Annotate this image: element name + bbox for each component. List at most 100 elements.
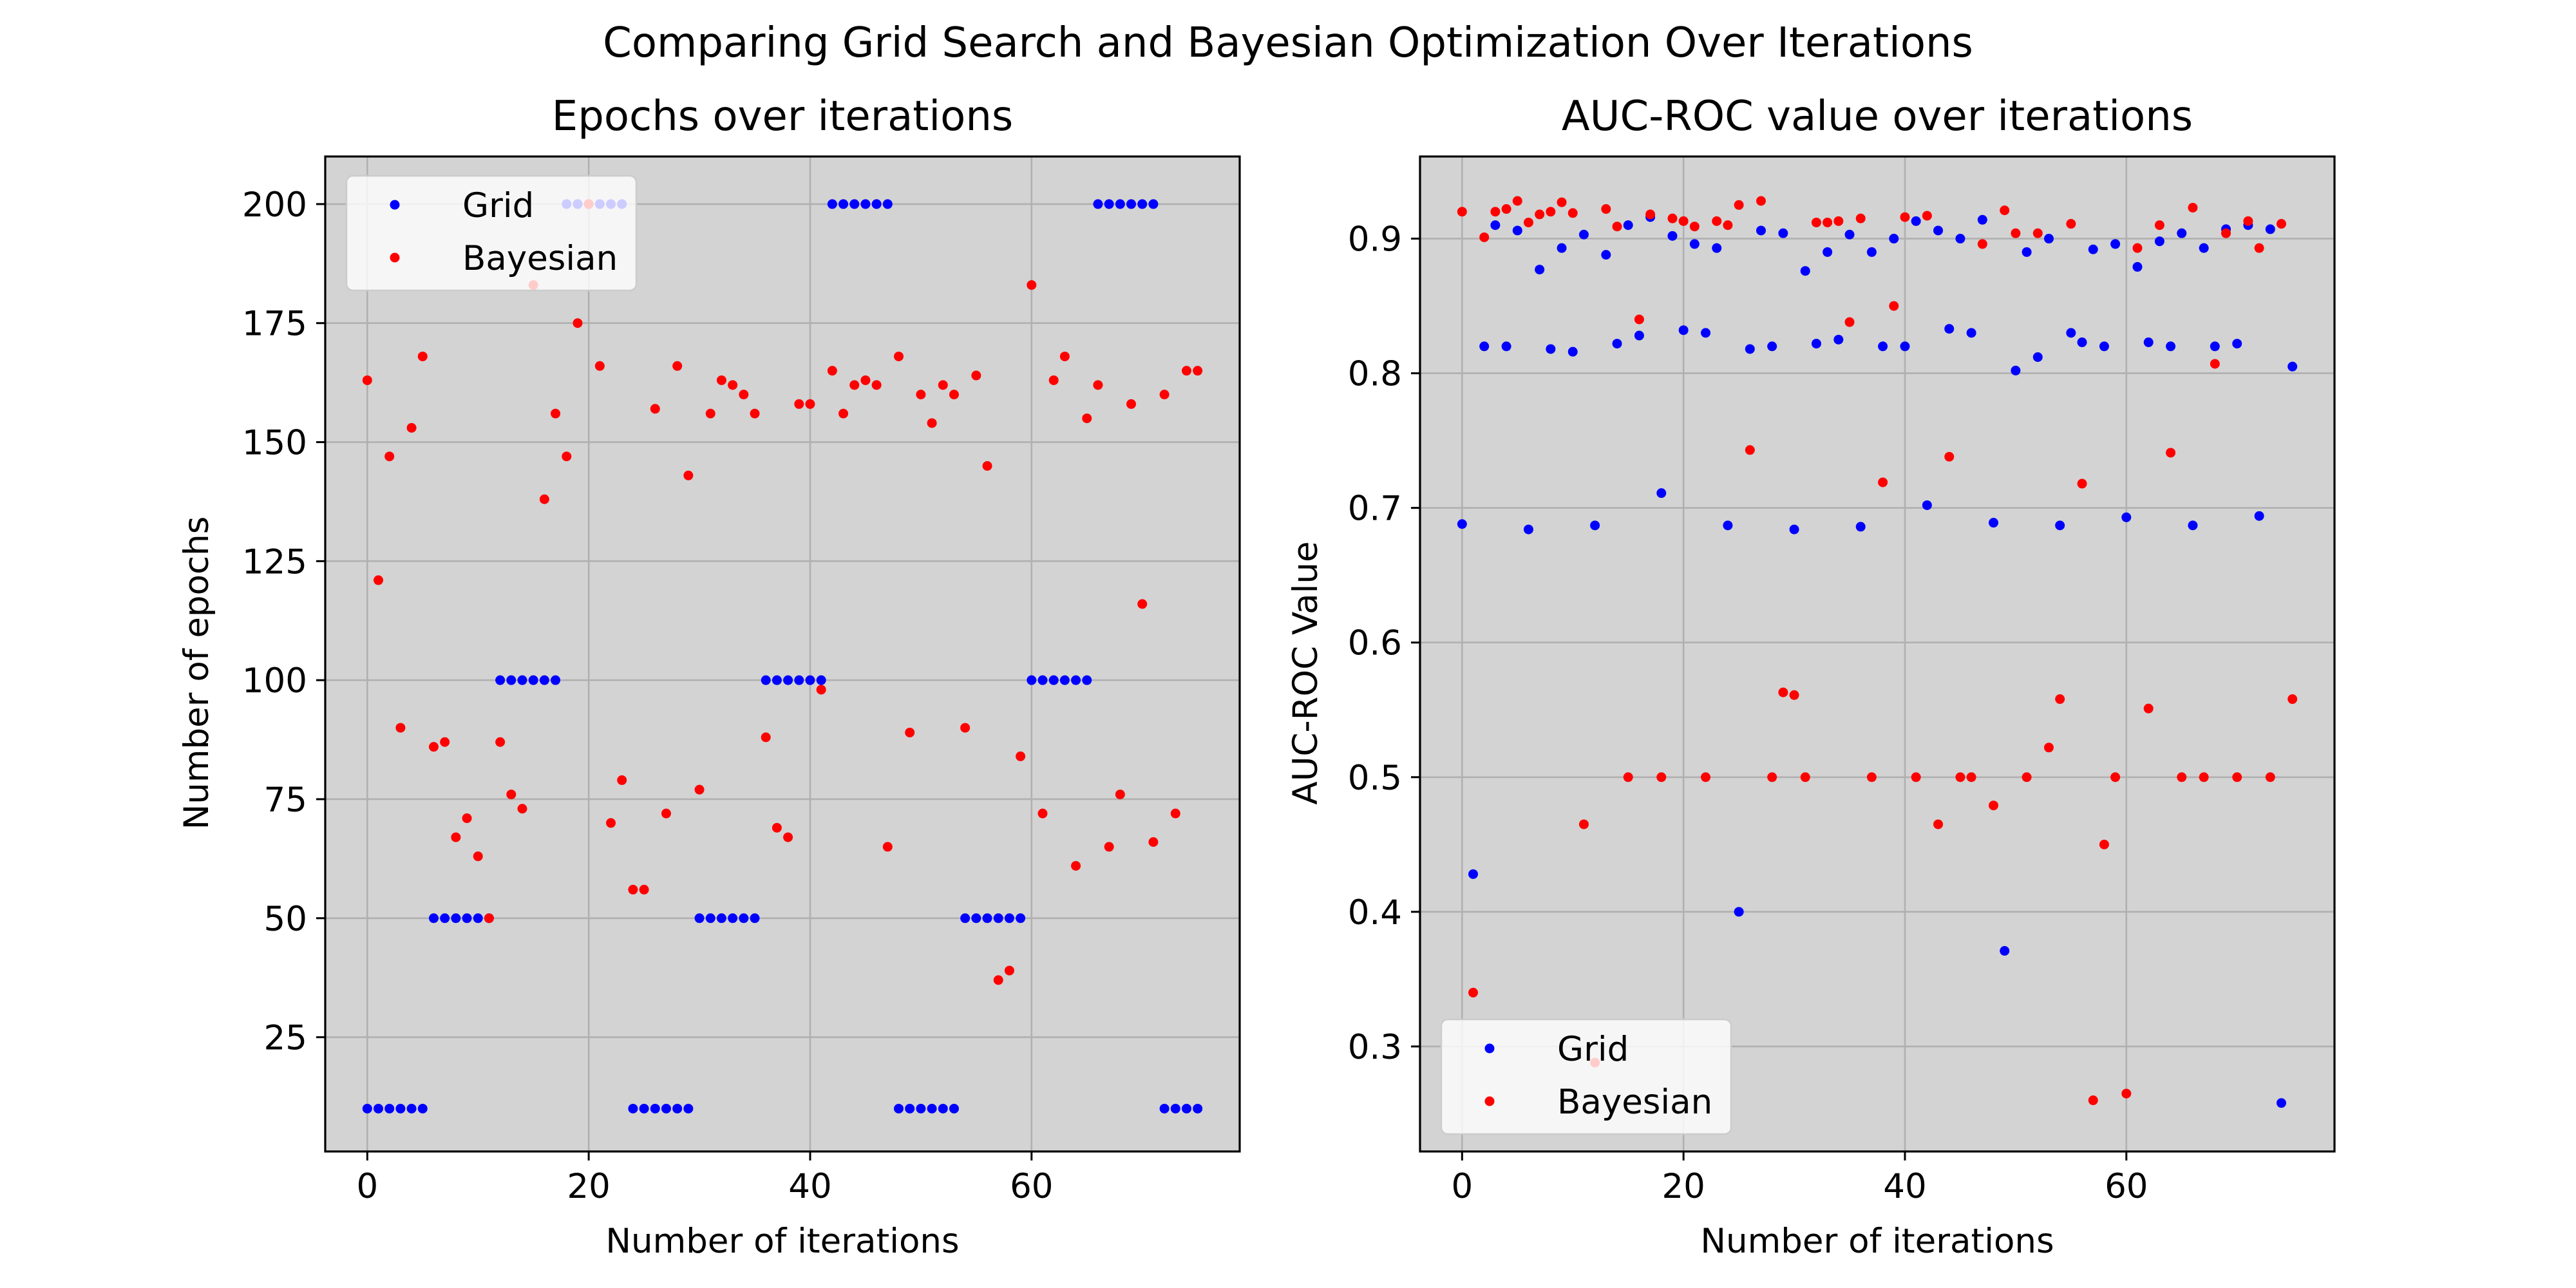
data-point bbox=[661, 808, 671, 819]
data-point bbox=[716, 375, 726, 385]
data-point bbox=[1137, 199, 1148, 209]
data-point bbox=[1800, 772, 1810, 782]
data-point bbox=[1037, 808, 1048, 819]
data-point bbox=[1955, 234, 1965, 244]
data-point bbox=[384, 451, 395, 462]
data-point bbox=[1889, 234, 1899, 244]
x-tick-label: 20 bbox=[567, 1167, 610, 1206]
auc-chart-xlabel: Number of iterations bbox=[1700, 1222, 2054, 1261]
data-point bbox=[949, 390, 959, 400]
data-point bbox=[417, 351, 428, 361]
data-point bbox=[694, 784, 705, 795]
data-point bbox=[2055, 694, 2065, 705]
data-point bbox=[1501, 204, 1511, 214]
data-point bbox=[882, 842, 893, 852]
data-point bbox=[1767, 772, 1777, 782]
data-point bbox=[1468, 987, 1479, 998]
data-point bbox=[1601, 204, 1611, 214]
data-point bbox=[982, 913, 992, 923]
data-point bbox=[1093, 199, 1103, 209]
data-point bbox=[528, 675, 538, 685]
data-point bbox=[1623, 772, 1633, 782]
data-point bbox=[1612, 339, 1622, 349]
data-point bbox=[1889, 301, 1899, 311]
data-point bbox=[971, 370, 981, 381]
data-point bbox=[1989, 800, 1999, 811]
data-point bbox=[1037, 675, 1048, 685]
data-point bbox=[395, 723, 406, 733]
data-point bbox=[860, 375, 871, 385]
data-point bbox=[562, 451, 572, 462]
x-tick-label: 60 bbox=[1010, 1167, 1053, 1206]
epochs-chart-plot-area bbox=[325, 156, 1240, 1151]
data-point bbox=[772, 675, 782, 685]
data-point bbox=[462, 813, 472, 824]
data-point bbox=[683, 1103, 694, 1113]
data-point bbox=[1855, 522, 1866, 532]
data-point bbox=[1734, 200, 1744, 210]
auc-chart-frame bbox=[1419, 155, 2336, 1153]
data-point bbox=[1567, 346, 1578, 357]
data-point bbox=[1855, 213, 1866, 223]
data-point bbox=[1966, 328, 1976, 338]
data-point bbox=[506, 790, 516, 800]
data-point bbox=[2011, 228, 2021, 238]
data-point bbox=[1689, 222, 1700, 232]
data-point bbox=[1557, 243, 1567, 253]
data-point bbox=[1159, 1103, 1170, 1113]
data-point bbox=[2265, 772, 2275, 782]
data-point bbox=[805, 399, 815, 409]
x-tick-label: 20 bbox=[1662, 1167, 1705, 1206]
data-point bbox=[949, 1103, 959, 1113]
data-point bbox=[2066, 219, 2076, 229]
data-point bbox=[2254, 511, 2264, 521]
auc-chart-plot-area bbox=[1420, 156, 2334, 1151]
data-point bbox=[1789, 690, 1799, 700]
data-point bbox=[2000, 945, 2010, 956]
data-point bbox=[551, 675, 561, 685]
legend-label: Grid bbox=[1557, 1030, 1629, 1069]
data-point bbox=[705, 913, 715, 923]
auc-chart-series-bayesian bbox=[1457, 196, 2298, 1106]
data-point bbox=[2032, 352, 2043, 363]
data-point bbox=[406, 1103, 417, 1113]
auc-chart-title: AUC-ROC value over iterations bbox=[1562, 93, 2193, 140]
data-point bbox=[2154, 236, 2164, 247]
data-point bbox=[1457, 519, 1467, 529]
data-point bbox=[805, 675, 815, 685]
data-point bbox=[1811, 339, 1821, 349]
data-point bbox=[860, 199, 871, 209]
data-point bbox=[827, 199, 837, 209]
epochs-chart: Epochs over iterations Number of iterati… bbox=[177, 93, 1241, 1261]
y-tick-label: 0.9 bbox=[1348, 220, 1402, 260]
data-point bbox=[1016, 751, 1026, 761]
data-point bbox=[1535, 265, 1545, 275]
data-point bbox=[1126, 199, 1137, 209]
data-point bbox=[1723, 520, 1733, 531]
data-point bbox=[971, 913, 981, 923]
data-point bbox=[2055, 520, 2065, 531]
data-point bbox=[639, 1103, 649, 1113]
data-point bbox=[2154, 220, 2164, 231]
data-point bbox=[1900, 212, 1910, 222]
data-point bbox=[406, 422, 417, 433]
data-point bbox=[1922, 500, 1932, 510]
data-point bbox=[1712, 243, 1722, 253]
data-point bbox=[871, 199, 882, 209]
data-point bbox=[1148, 837, 1159, 847]
data-point bbox=[617, 775, 627, 785]
data-point bbox=[1104, 199, 1114, 209]
data-point bbox=[1546, 207, 1556, 217]
data-point bbox=[1922, 211, 1932, 221]
data-point bbox=[1193, 366, 1203, 376]
data-point bbox=[650, 404, 660, 414]
data-point bbox=[1623, 220, 1633, 231]
y-tick-label: 125 bbox=[242, 542, 307, 582]
data-point bbox=[1689, 239, 1700, 249]
data-point bbox=[1866, 772, 1877, 782]
data-point bbox=[2265, 224, 2275, 234]
data-point bbox=[1457, 207, 1467, 217]
data-point bbox=[2166, 341, 2176, 352]
data-point bbox=[2276, 219, 2286, 229]
data-point bbox=[683, 470, 694, 480]
